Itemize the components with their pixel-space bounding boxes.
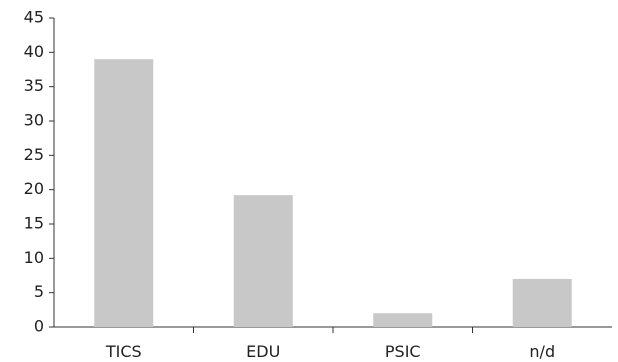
- y-tick-label: 45: [24, 8, 44, 27]
- x-tick-label: TICS: [105, 342, 142, 361]
- y-tick-label: 15: [24, 214, 44, 233]
- bar-n-d: [512, 278, 572, 327]
- y-tick-label: 40: [24, 42, 44, 61]
- y-axis: 0 5 10 15 20 25 30 35 40 45: [24, 8, 55, 336]
- y-tick-label: 0: [34, 317, 44, 336]
- y-tick-label: 10: [24, 248, 44, 267]
- x-tick-label: PSIC: [385, 342, 421, 361]
- x-tick-label: n/d: [529, 342, 555, 361]
- y-tick-label: 20: [24, 179, 44, 198]
- x-tick-label: EDU: [246, 342, 280, 361]
- bar-tics: [94, 59, 154, 327]
- y-tick-label: 30: [24, 111, 44, 130]
- y-tick-label: 5: [34, 282, 44, 301]
- y-tick-label: 35: [24, 76, 44, 95]
- bars: [94, 59, 572, 327]
- bar-psic: [373, 313, 433, 327]
- y-tick-label: 25: [24, 145, 44, 164]
- x-axis: TICS EDU PSIC n/d: [54, 326, 612, 361]
- bar-edu: [233, 195, 293, 327]
